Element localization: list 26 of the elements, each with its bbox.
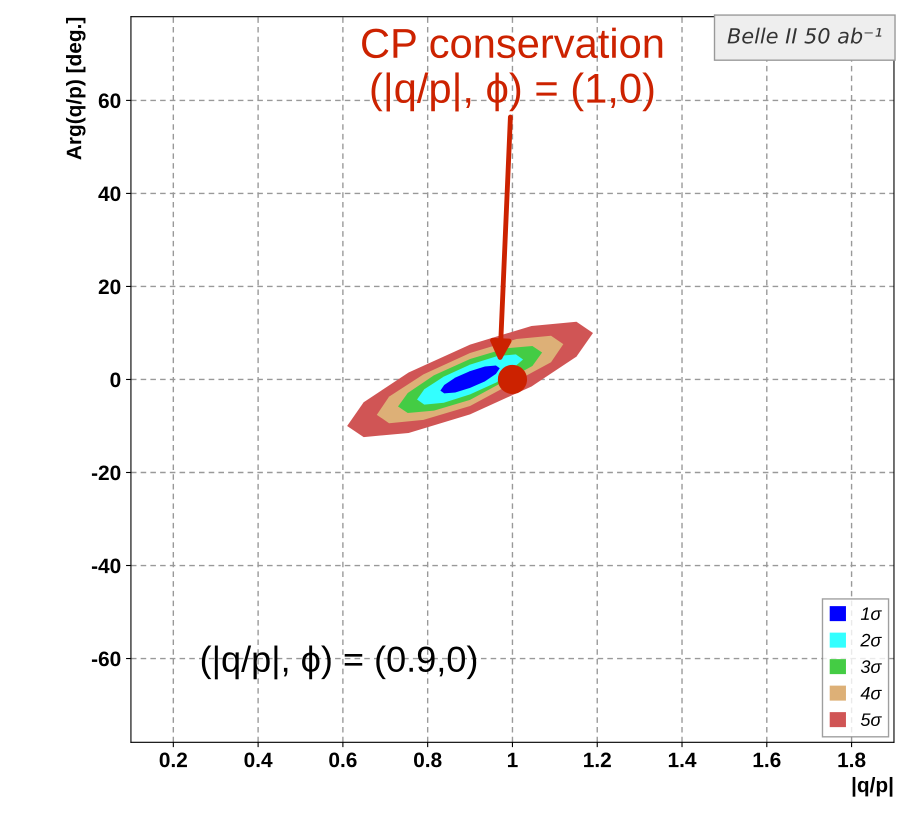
y-tick-label: -60 [92, 652, 120, 666]
x-tick-label: 0.6 [329, 752, 357, 768]
y-tick-label: -40 [92, 558, 120, 574]
x-tick-label: 0.2 [160, 752, 187, 768]
x-tick-label: 1 [508, 752, 518, 768]
x-tick-label: 1.6 [754, 752, 781, 768]
x-tick-label: 0.8 [414, 752, 442, 768]
legend-label: 2σ [860, 634, 882, 647]
legend-label: 5σ [860, 713, 882, 726]
y-axis-title: Arg(q/p) [deg.] [66, 18, 86, 160]
y-tick-label: 20 [98, 279, 120, 294]
y-tick-label: 60 [98, 93, 120, 108]
annotation: Belle II 50 ab⁻¹ [728, 28, 882, 44]
legend-label: 1σ [860, 607, 882, 620]
legend-label: 3σ [860, 660, 882, 674]
x-tick-label: 1.4 [668, 752, 696, 768]
x-axis-title: |q/p| [852, 776, 892, 797]
legend-label: 4σ [860, 686, 882, 700]
y-tick-label: -20 [92, 465, 120, 480]
annotation: (|q/p|, ϕ) = (0.9,0) [202, 646, 476, 680]
annotation: CP conservation (|q/p|, ϕ) = (1,0) [362, 28, 662, 112]
x-tick-label: 0.4 [244, 752, 272, 768]
x-tick-label: 1.8 [838, 752, 866, 768]
y-tick-label: 40 [98, 186, 120, 202]
y-tick-label: 0 [110, 372, 120, 388]
x-tick-label: 1.2 [584, 752, 611, 768]
